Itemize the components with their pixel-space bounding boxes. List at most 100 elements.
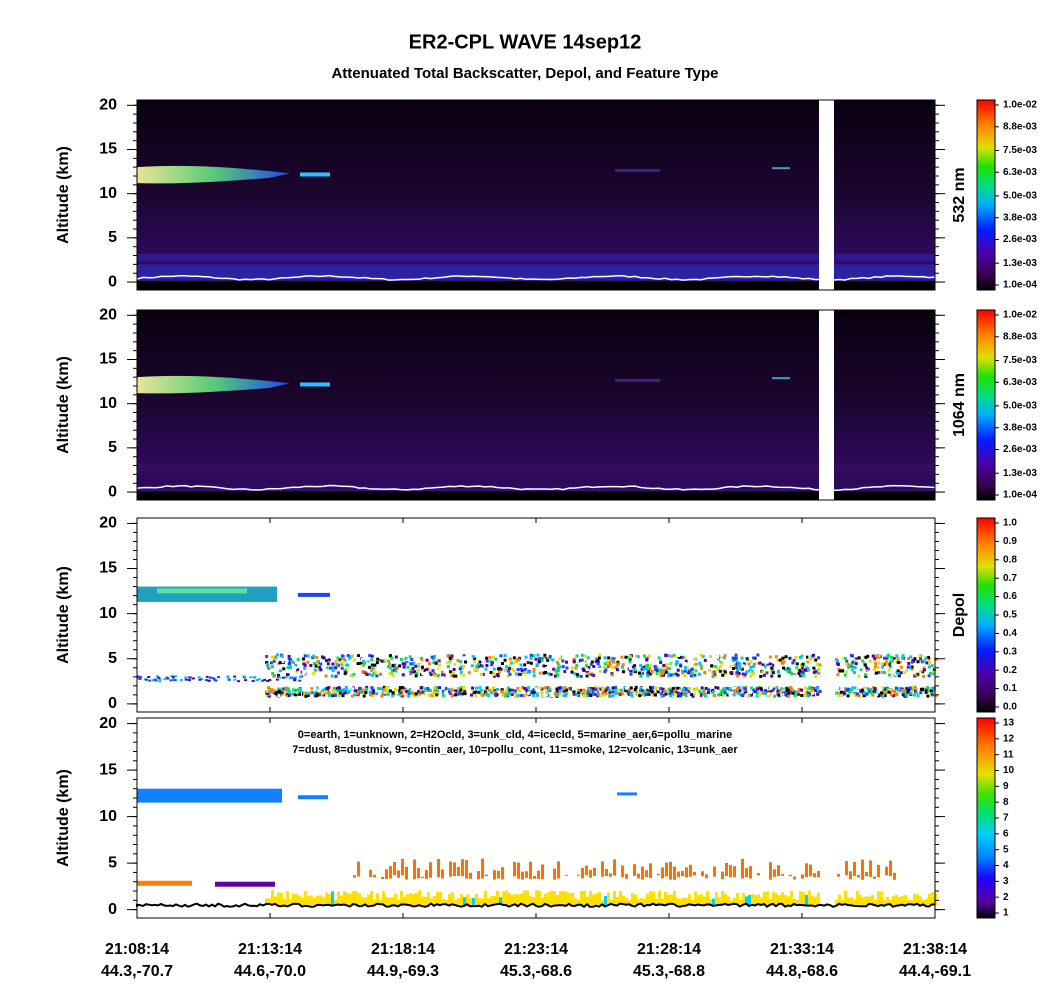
depol-speckle bbox=[770, 666, 774, 670]
elevated-aerosol bbox=[453, 862, 456, 877]
depol-speckle bbox=[428, 689, 432, 693]
depol-speckle bbox=[452, 674, 456, 678]
depol-speckle bbox=[928, 671, 932, 675]
depol-speckle bbox=[904, 662, 908, 666]
depol-speckle bbox=[908, 665, 912, 669]
depol-speckle bbox=[315, 693, 319, 697]
depol-speckle bbox=[357, 669, 361, 673]
depol-speckle bbox=[370, 673, 374, 677]
depol-speckle bbox=[288, 665, 292, 669]
depol-speckle bbox=[644, 689, 648, 693]
depol-speckle bbox=[370, 658, 374, 662]
boundary-aerosol bbox=[691, 900, 694, 905]
boundary-aerosol bbox=[379, 899, 382, 905]
depol-speckle bbox=[529, 656, 533, 660]
y-tick-label: 10 bbox=[99, 605, 117, 622]
depol-speckle bbox=[296, 657, 300, 661]
depol-speckle bbox=[548, 657, 552, 661]
depol-speckle bbox=[267, 694, 271, 698]
depol-speckle bbox=[414, 655, 418, 659]
depol-speckle bbox=[791, 691, 795, 695]
boundary-aerosol bbox=[793, 899, 796, 905]
depol-speckle bbox=[651, 661, 655, 665]
boundary-aerosol bbox=[577, 899, 580, 905]
elevated-aerosol bbox=[721, 871, 724, 880]
boundary-aerosol bbox=[475, 894, 478, 905]
depol-speckle bbox=[865, 666, 869, 670]
depol-speckle bbox=[657, 660, 661, 664]
depol-speckle bbox=[207, 679, 211, 682]
elevated-aerosol bbox=[669, 861, 672, 880]
depol-speckle bbox=[282, 687, 286, 691]
depol-speckle bbox=[816, 686, 820, 690]
depol-speckle bbox=[879, 693, 883, 697]
depol-speckle bbox=[816, 692, 820, 696]
depol-speckle bbox=[277, 664, 281, 668]
depol-speckle bbox=[382, 685, 386, 689]
depol-speckle bbox=[728, 686, 732, 690]
elevated-aerosol bbox=[645, 870, 648, 877]
depol-speckle bbox=[737, 663, 741, 667]
colorbar-tick-label: 5.0e-03 bbox=[1003, 191, 1037, 202]
depol-speckle bbox=[784, 686, 788, 690]
boundary-aerosol bbox=[790, 890, 793, 905]
depol-speckle bbox=[899, 665, 903, 669]
boundary-aerosol bbox=[331, 891, 334, 905]
boundary-aerosol bbox=[874, 899, 877, 905]
depol-speckle bbox=[520, 669, 524, 673]
depol-speckle bbox=[654, 686, 658, 690]
depol-speckle bbox=[214, 679, 218, 682]
elevated-aerosol bbox=[437, 859, 440, 878]
depol-speckle bbox=[657, 656, 661, 660]
depol-speckle bbox=[808, 686, 812, 690]
depol-speckle bbox=[373, 663, 377, 667]
depol-speckle bbox=[745, 693, 749, 697]
boundary-aerosol bbox=[718, 897, 721, 905]
depol-speckle bbox=[672, 672, 676, 676]
elevated-aerosol bbox=[729, 864, 732, 878]
depol-speckle bbox=[723, 690, 727, 694]
depol-speckle bbox=[596, 686, 600, 690]
boundary-aerosol bbox=[808, 890, 811, 905]
depol-speckle bbox=[517, 658, 521, 662]
elevated-aerosol bbox=[605, 868, 608, 877]
depol-speckle bbox=[388, 654, 392, 658]
depol-speckle bbox=[500, 688, 504, 692]
colorbar-tick-label: 0.8 bbox=[1003, 554, 1017, 565]
depol-speckle bbox=[763, 694, 767, 698]
depol-speckle bbox=[604, 668, 608, 672]
depol-speckle bbox=[562, 689, 566, 693]
depol-speckle bbox=[656, 668, 660, 672]
depol-speckle bbox=[922, 674, 926, 678]
depol-speckle bbox=[577, 690, 581, 694]
depol-speckle bbox=[226, 676, 230, 679]
depol-speckle bbox=[700, 666, 704, 670]
depol-speckle bbox=[744, 660, 748, 664]
boundary-aerosol bbox=[592, 894, 595, 905]
depol-speckle bbox=[447, 690, 451, 694]
depol-speckle bbox=[408, 669, 412, 673]
depol-speckle bbox=[237, 680, 241, 683]
colorbar-tick-label: 1.3e-03 bbox=[1003, 468, 1037, 479]
boundary-aerosol bbox=[895, 894, 898, 905]
depol-speckle bbox=[665, 666, 669, 670]
depol-speckle bbox=[607, 688, 611, 692]
depol-speckle bbox=[492, 672, 496, 676]
depol-speckle bbox=[873, 656, 877, 660]
elevated-aerosol bbox=[873, 876, 876, 879]
depol-speckle bbox=[627, 691, 631, 695]
depol-speckle bbox=[498, 688, 502, 692]
depol-speckle bbox=[800, 672, 804, 676]
depol-speckle bbox=[655, 666, 659, 670]
boundary-aerosol bbox=[769, 898, 772, 905]
depol-speckle bbox=[490, 661, 494, 665]
depol-speckle bbox=[633, 670, 637, 674]
elevated-aerosol bbox=[397, 870, 400, 878]
depol-speckle bbox=[421, 659, 425, 663]
depol-speckle bbox=[681, 692, 685, 696]
depol-speckle bbox=[383, 658, 387, 662]
depol-speckle bbox=[543, 658, 547, 662]
unknown-cloud bbox=[215, 881, 275, 887]
depol-speckle bbox=[884, 660, 888, 664]
depol-speckle bbox=[882, 662, 886, 666]
